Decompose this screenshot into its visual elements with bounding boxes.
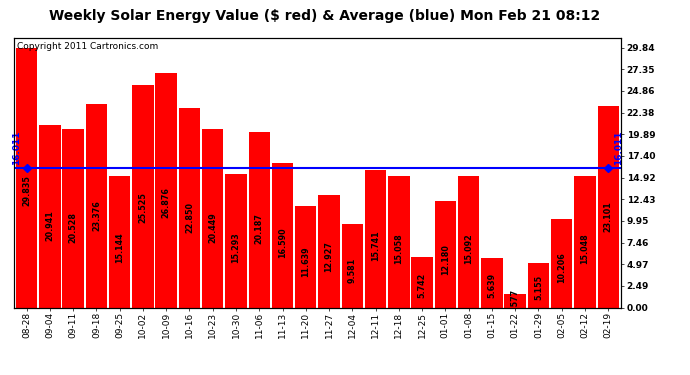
Bar [411,258,433,307]
Text: 29.835: 29.835 [22,175,31,206]
Text: 20.187: 20.187 [255,213,264,244]
Text: 25.525: 25.525 [139,192,148,223]
Text: 12.180: 12.180 [441,244,450,275]
Bar [132,85,154,308]
Text: 23.101: 23.101 [604,202,613,232]
Text: Weekly Solar Energy Value ($ red) & Average (blue) Mon Feb 21 08:12: Weekly Solar Energy Value ($ red) & Aver… [49,9,600,23]
Bar [109,176,130,308]
Bar [458,176,480,308]
Text: 15.058: 15.058 [394,233,404,264]
Bar [481,258,502,308]
Bar [16,48,37,308]
Bar [248,132,270,308]
Bar [295,206,317,308]
Bar [62,129,83,308]
Bar [86,104,107,308]
Text: 1.577: 1.577 [511,289,520,314]
Bar [504,294,526,308]
Text: 16.011: 16.011 [614,131,623,165]
Text: 11.639: 11.639 [302,247,310,277]
Text: 5.155: 5.155 [534,275,543,300]
Bar [551,219,573,308]
Bar [388,176,410,308]
Text: 16.590: 16.590 [278,227,287,258]
Text: 26.876: 26.876 [161,187,170,218]
Bar [155,74,177,308]
Bar [342,224,363,308]
Bar [598,106,619,307]
Text: 20.449: 20.449 [208,212,217,243]
Bar [225,174,247,308]
Text: 10.206: 10.206 [558,252,566,283]
Text: 20.528: 20.528 [68,211,77,243]
Text: 5.742: 5.742 [417,272,426,298]
Text: 22.850: 22.850 [185,202,194,234]
Text: 15.293: 15.293 [231,232,241,263]
Text: 16.011: 16.011 [12,131,21,165]
Bar [365,170,386,308]
Bar [202,129,224,308]
Text: 9.581: 9.581 [348,257,357,283]
Text: 15.092: 15.092 [464,233,473,264]
Bar [318,195,339,308]
Text: Copyright 2011 Cartronics.com: Copyright 2011 Cartronics.com [17,42,158,51]
Bar [435,201,456,308]
Text: 23.376: 23.376 [92,201,101,231]
Bar [179,108,200,307]
Bar [574,176,595,308]
Bar [272,163,293,308]
Text: 20.941: 20.941 [46,210,55,241]
Text: 5.639: 5.639 [487,273,496,298]
Bar [39,125,61,308]
Text: 15.741: 15.741 [371,231,380,261]
Bar [528,262,549,308]
Text: 15.048: 15.048 [580,233,589,264]
Text: 12.927: 12.927 [324,242,333,272]
Text: 15.144: 15.144 [115,233,124,264]
